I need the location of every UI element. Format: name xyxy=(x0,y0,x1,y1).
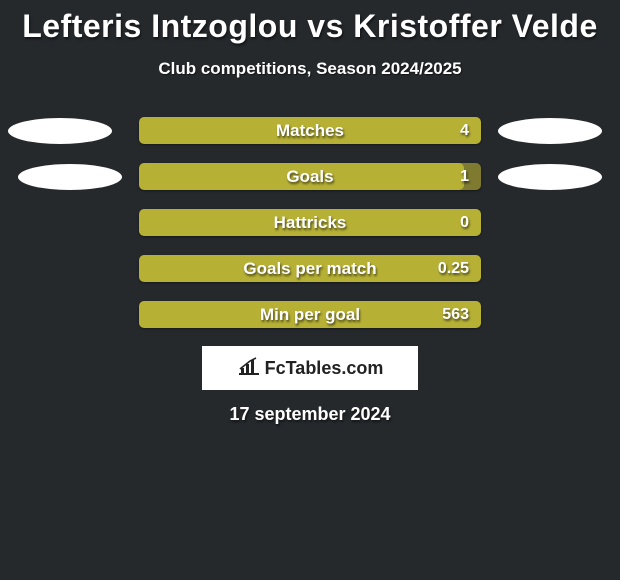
stat-label: Hattricks xyxy=(139,209,481,236)
stat-label: Matches xyxy=(139,117,481,144)
stat-label: Min per goal xyxy=(139,301,481,328)
player-marker-right xyxy=(498,164,602,190)
player-marker-left xyxy=(8,118,112,144)
stat-row: Goals per match 0.25 xyxy=(0,255,620,282)
player-marker-right xyxy=(498,118,602,144)
brand-badge[interactable]: FcTables.com xyxy=(202,346,418,390)
stat-bar: Hattricks 0 xyxy=(139,209,481,236)
date-text: 17 september 2024 xyxy=(0,404,620,425)
stat-label: Goals xyxy=(139,163,481,190)
player-marker-left xyxy=(18,164,122,190)
subtitle: Club competitions, Season 2024/2025 xyxy=(0,59,620,79)
stat-row: Matches 4 xyxy=(0,117,620,144)
stat-label: Goals per match xyxy=(139,255,481,282)
stat-value: 563 xyxy=(442,301,469,328)
stat-row: Hattricks 0 xyxy=(0,209,620,236)
stat-value: 1 xyxy=(460,163,469,190)
bar-chart-icon xyxy=(237,356,261,381)
stat-value: 0 xyxy=(460,209,469,236)
brand-text: FcTables.com xyxy=(265,358,384,379)
stat-value: 4 xyxy=(460,117,469,144)
stat-row: Min per goal 563 xyxy=(0,301,620,328)
stat-bar: Min per goal 563 xyxy=(139,301,481,328)
stat-bar: Goals per match 0.25 xyxy=(139,255,481,282)
stat-rows: Matches 4 Goals 1 Hattricks 0 xyxy=(0,117,620,328)
page-title: Lefteris Intzoglou vs Kristoffer Velde xyxy=(0,0,620,45)
stat-bar: Goals 1 xyxy=(139,163,481,190)
comparison-card: Lefteris Intzoglou vs Kristoffer Velde C… xyxy=(0,0,620,580)
stat-value: 0.25 xyxy=(438,255,469,282)
stat-row: Goals 1 xyxy=(0,163,620,190)
stat-bar: Matches 4 xyxy=(139,117,481,144)
